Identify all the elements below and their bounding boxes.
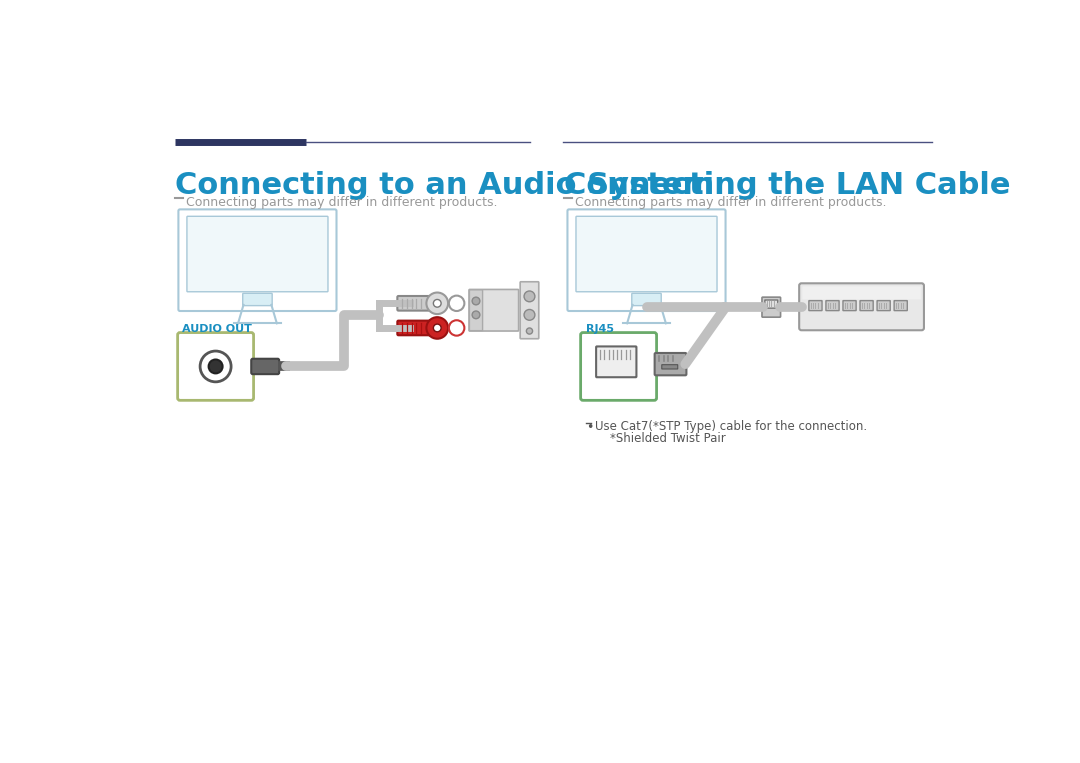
Circle shape	[208, 359, 222, 373]
FancyBboxPatch shape	[809, 301, 822, 311]
FancyBboxPatch shape	[567, 209, 726, 311]
FancyBboxPatch shape	[762, 297, 781, 317]
Circle shape	[449, 320, 464, 336]
FancyBboxPatch shape	[877, 301, 890, 311]
Circle shape	[433, 324, 441, 332]
FancyBboxPatch shape	[469, 289, 518, 331]
Text: AUDIO OUT: AUDIO OUT	[181, 324, 252, 334]
FancyBboxPatch shape	[581, 333, 657, 401]
Circle shape	[472, 311, 480, 319]
Circle shape	[524, 310, 535, 320]
FancyBboxPatch shape	[860, 301, 874, 311]
Circle shape	[526, 328, 532, 334]
Text: •: •	[586, 421, 593, 434]
FancyBboxPatch shape	[187, 216, 328, 291]
Text: RJ45: RJ45	[586, 324, 615, 334]
FancyBboxPatch shape	[178, 209, 337, 311]
Text: Connecting parts may differ in different products.: Connecting parts may differ in different…	[186, 195, 498, 208]
Circle shape	[200, 351, 231, 382]
Circle shape	[427, 317, 448, 339]
Circle shape	[427, 292, 448, 314]
FancyBboxPatch shape	[843, 301, 856, 311]
Text: Use Cat7(*STP Type) cable for the connection.: Use Cat7(*STP Type) cable for the connec…	[595, 420, 867, 433]
FancyBboxPatch shape	[826, 301, 839, 311]
Text: Connecting parts may differ in different products.: Connecting parts may differ in different…	[576, 195, 887, 208]
FancyBboxPatch shape	[397, 320, 432, 335]
Text: *Shielded Twist Pair: *Shielded Twist Pair	[595, 432, 726, 445]
Circle shape	[524, 291, 535, 302]
Text: Connecting to an Audio System: Connecting to an Audio System	[175, 171, 715, 200]
FancyBboxPatch shape	[662, 365, 678, 369]
FancyBboxPatch shape	[894, 301, 907, 311]
FancyBboxPatch shape	[243, 293, 272, 306]
Circle shape	[449, 295, 464, 311]
FancyBboxPatch shape	[654, 353, 687, 375]
FancyBboxPatch shape	[802, 286, 921, 299]
Circle shape	[472, 297, 480, 305]
Text: Connecting the LAN Cable: Connecting the LAN Cable	[565, 171, 1011, 200]
FancyBboxPatch shape	[397, 296, 432, 311]
FancyBboxPatch shape	[252, 359, 279, 374]
Circle shape	[433, 299, 441, 307]
FancyBboxPatch shape	[521, 282, 539, 339]
FancyBboxPatch shape	[470, 290, 483, 330]
FancyBboxPatch shape	[799, 283, 924, 330]
FancyBboxPatch shape	[632, 293, 661, 306]
FancyBboxPatch shape	[576, 216, 717, 291]
FancyBboxPatch shape	[177, 333, 254, 401]
FancyBboxPatch shape	[596, 346, 636, 377]
FancyBboxPatch shape	[765, 300, 778, 308]
